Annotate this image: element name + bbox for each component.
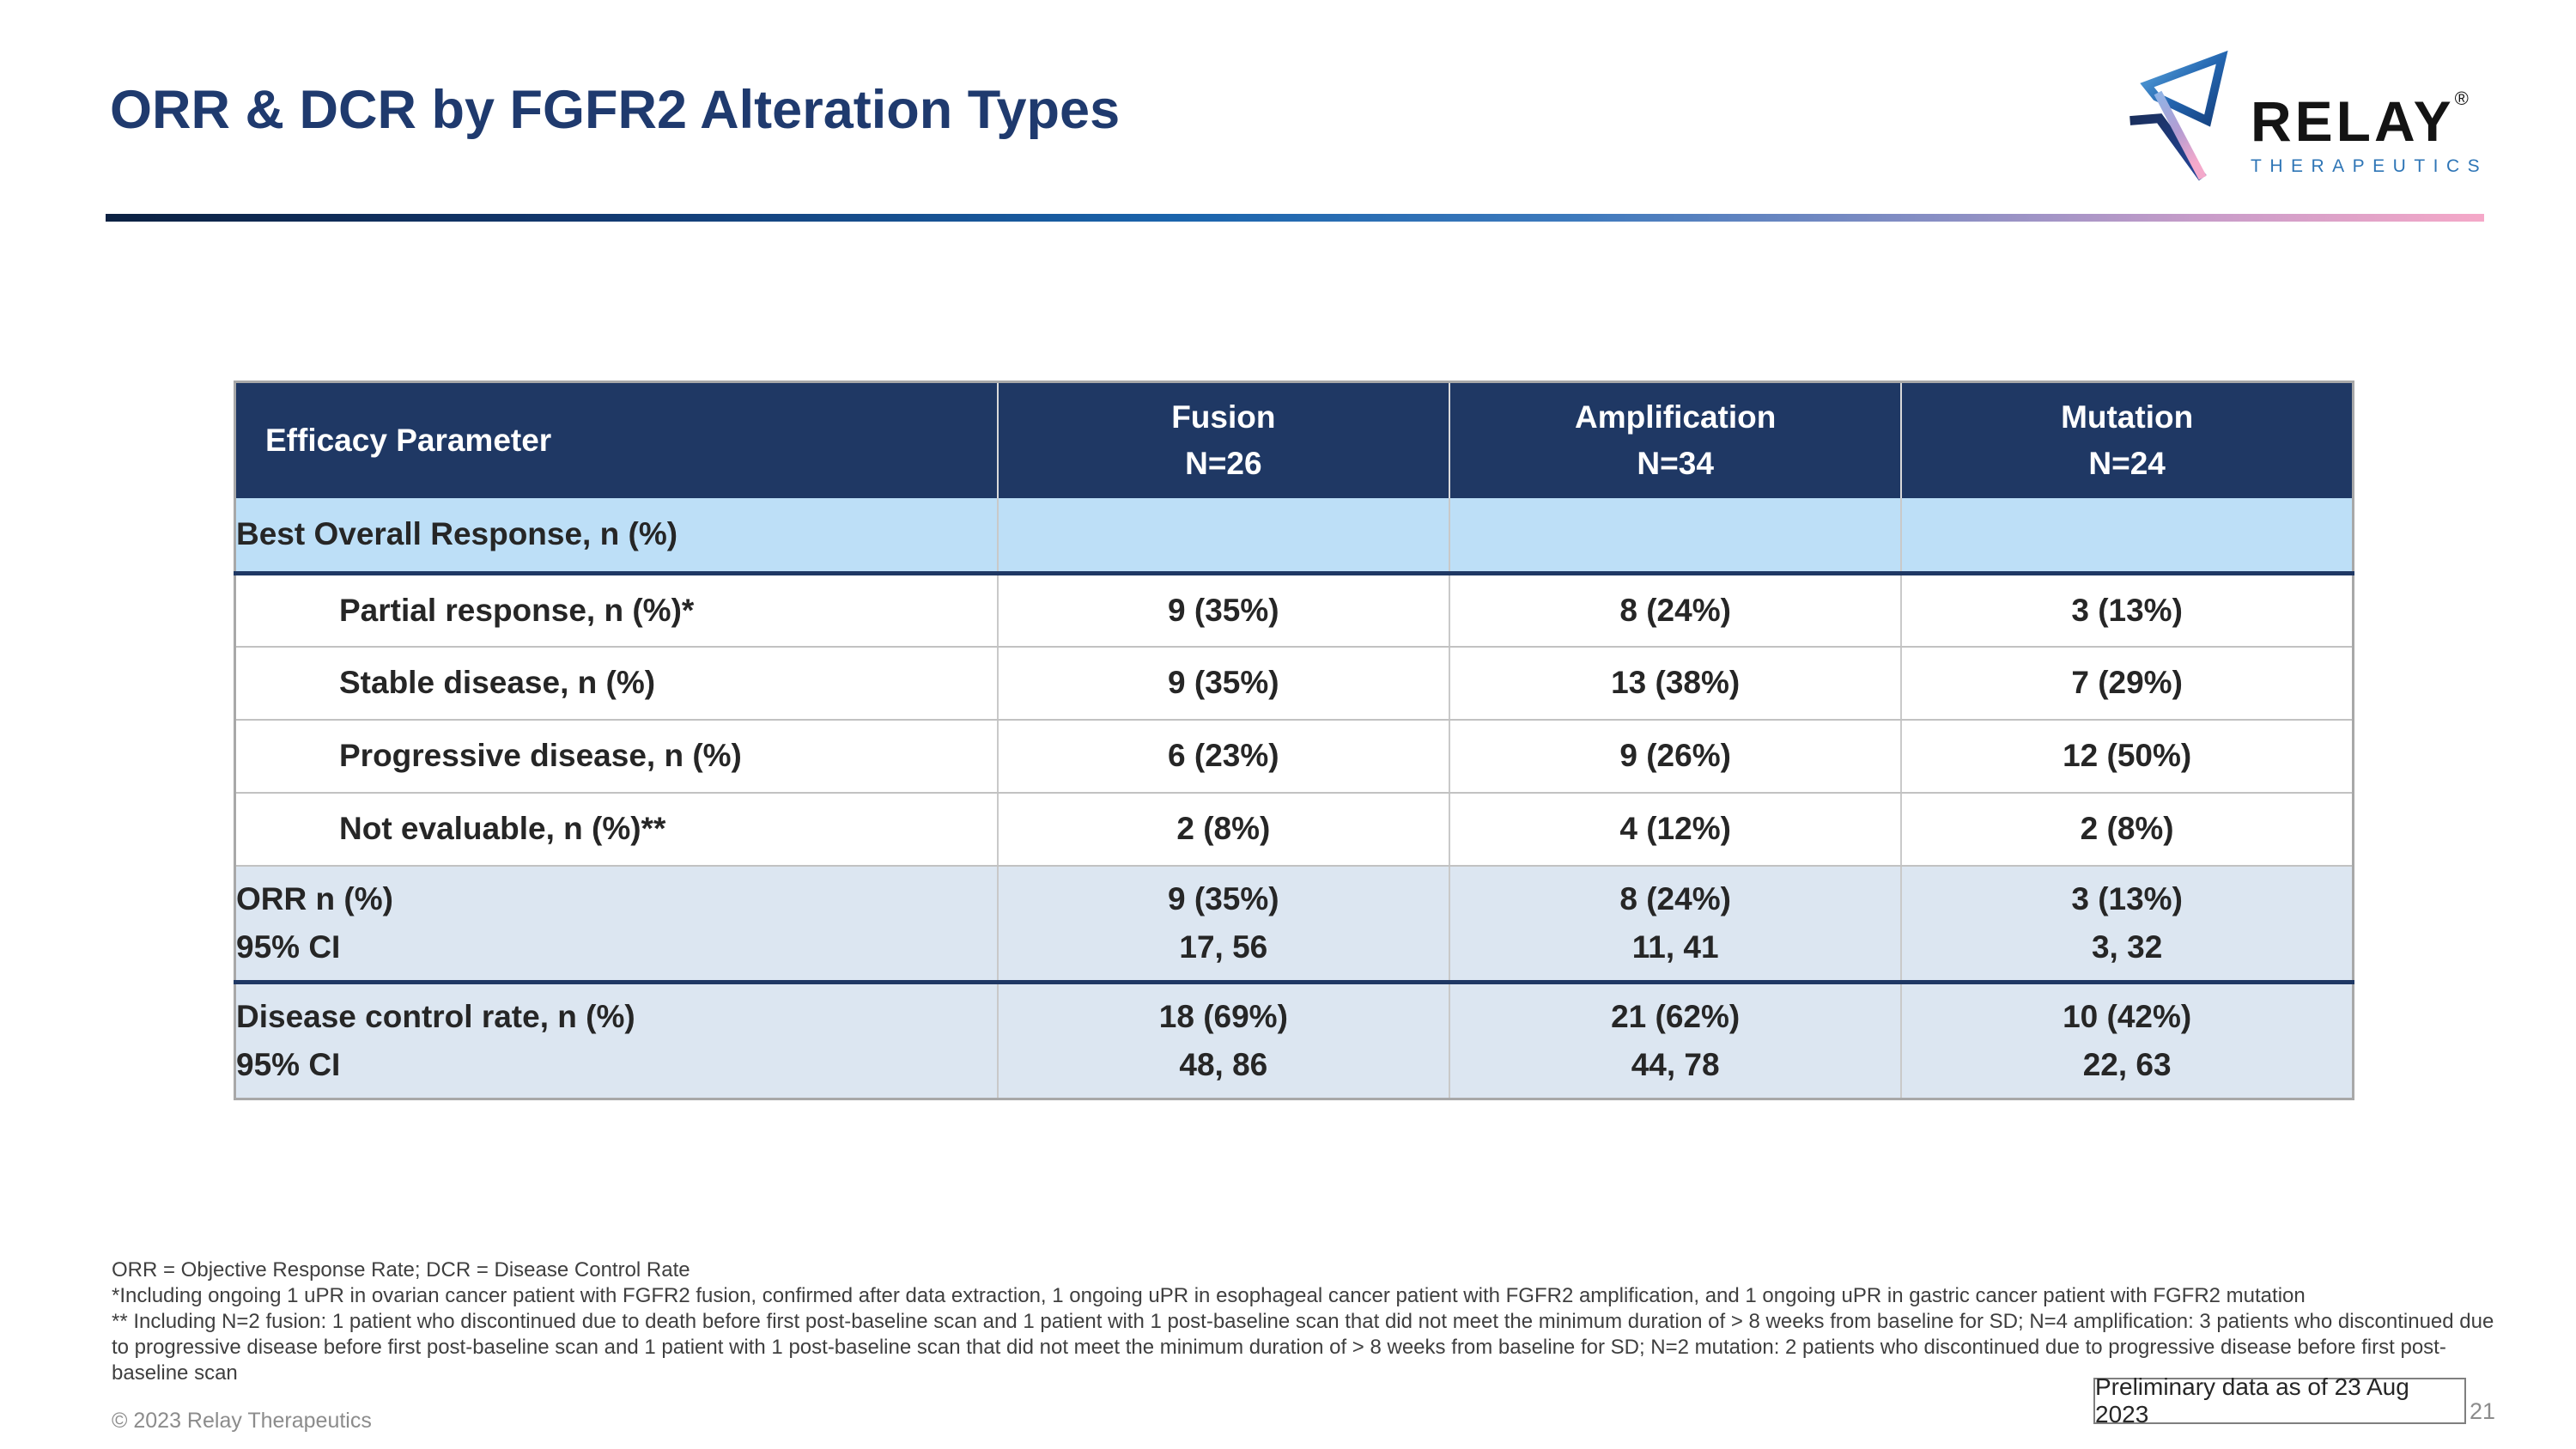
table-row-stable-disease: Stable disease, n (%) 9 (35%) 13 (38%) 7… (234, 646, 2354, 721)
table-header-row: Efficacy Parameter Fusion N=26 Amplifica… (234, 381, 2354, 498)
table-row-orr: ORR n (%) 95% CI 9 (35%) 17, 56 8 (24%) … (234, 865, 2354, 984)
table-row-best-overall-response: Best Overall Response, n (%) (234, 497, 2354, 575)
footnote-double-asterisk: ** Including N=2 fusion: 1 patient who d… (112, 1310, 2494, 1385)
registered-mark: ® (2454, 88, 2472, 109)
relay-logo-icon (2129, 50, 2228, 181)
col-header-amplification: Amplification N=34 (1449, 381, 1902, 498)
table-row-not-evaluable: Not evaluable, n (%)** 2 (8%) 4 (12%) 2 … (234, 792, 2354, 867)
efficacy-table: Efficacy Parameter Fusion N=26 Amplifica… (234, 381, 2354, 1100)
page-title: ORR & DCR by FGFR2 Alteration Types (110, 80, 1121, 140)
page-number: 21 (2470, 1398, 2496, 1424)
footnotes: ORR = Objective Response Rate; DCR = Dis… (112, 1257, 2509, 1386)
relay-logo-subtitle: THERAPEUTICS (2251, 156, 2488, 176)
table-row-partial-response: Partial response, n (%)* 9 (35%) 8 (24%)… (234, 573, 2354, 648)
header-gradient-divider (106, 214, 2484, 222)
table-row-progressive-disease: Progressive disease, n (%) 6 (23%) 9 (26… (234, 719, 2354, 794)
col-header-fusion: Fusion N=26 (996, 381, 1450, 498)
table-row-disease-control-rate: Disease control rate, n (%) 95% CI 18 (6… (234, 982, 2354, 1099)
relay-logo-text: RELAY® THERAPEUTICS (2251, 88, 2488, 177)
copyright-text: © 2023 Relay Therapeutics (112, 1409, 372, 1433)
col-header-efficacy-parameter: Efficacy Parameter (234, 381, 998, 498)
footnote-abbreviations: ORR = Objective Response Rate; DCR = Dis… (112, 1258, 690, 1282)
relay-logo-name: RELAY® (2251, 88, 2472, 153)
col-header-mutation: Mutation N=24 (1900, 381, 2354, 498)
footnote-single-asterisk: *Including ongoing 1 uPR in ovarian canc… (112, 1284, 2306, 1307)
relay-logo: RELAY® THERAPEUTICS (2119, 45, 2488, 189)
preliminary-data-note: Preliminary data as of 23 Aug 2023 (2093, 1373, 2466, 1428)
efficacy-table-container: Efficacy Parameter Fusion N=26 Amplifica… (234, 381, 2354, 1100)
